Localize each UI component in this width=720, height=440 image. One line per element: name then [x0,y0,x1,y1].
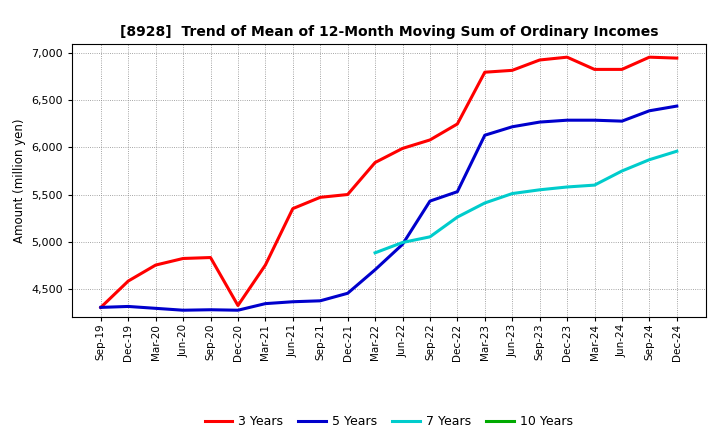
7 Years [453,214,462,220]
5 Years [124,304,132,309]
5 Years [508,124,516,129]
5 Years [645,108,654,114]
3 Years [179,256,187,261]
5 Years [536,119,544,125]
3 Years [316,194,325,200]
5 Years [151,306,160,311]
3 Years [343,192,352,197]
3 Years [96,305,105,310]
7 Years [590,183,599,188]
Y-axis label: Amount (million yen): Amount (million yen) [13,118,26,242]
5 Years [96,305,105,310]
3 Years [151,262,160,268]
3 Years [233,303,242,308]
3 Years [206,255,215,260]
5 Years [179,308,187,313]
3 Years [371,160,379,165]
7 Years [563,184,572,190]
3 Years [453,121,462,127]
7 Years [618,169,626,174]
5 Years [289,299,297,304]
3 Years [124,279,132,284]
5 Years [590,117,599,123]
5 Years [316,298,325,304]
5 Years [233,308,242,313]
7 Years [645,157,654,162]
Line: 3 Years: 3 Years [101,57,677,308]
5 Years [398,242,407,247]
5 Years [618,118,626,124]
5 Years [426,198,434,204]
3 Years [508,68,516,73]
3 Years [426,137,434,143]
Line: 7 Years: 7 Years [375,151,677,253]
5 Years [563,117,572,123]
7 Years [508,191,516,196]
3 Years [645,55,654,60]
5 Years [371,267,379,272]
Line: 5 Years: 5 Years [101,106,677,310]
3 Years [536,57,544,62]
7 Years [480,200,489,205]
5 Years [343,291,352,296]
3 Years [398,146,407,151]
3 Years [289,206,297,211]
3 Years [618,67,626,72]
5 Years [206,307,215,312]
3 Years [261,262,270,268]
7 Years [371,250,379,256]
3 Years [480,70,489,75]
3 Years [590,67,599,72]
5 Years [480,132,489,138]
3 Years [563,55,572,60]
7 Years [426,234,434,239]
7 Years [398,240,407,245]
Title: [8928]  Trend of Mean of 12-Month Moving Sum of Ordinary Incomes: [8928] Trend of Mean of 12-Month Moving … [120,25,658,39]
Legend: 3 Years, 5 Years, 7 Years, 10 Years: 3 Years, 5 Years, 7 Years, 10 Years [199,411,578,433]
5 Years [672,103,681,109]
5 Years [261,301,270,306]
5 Years [453,189,462,194]
7 Years [536,187,544,192]
3 Years [672,55,681,61]
7 Years [672,149,681,154]
